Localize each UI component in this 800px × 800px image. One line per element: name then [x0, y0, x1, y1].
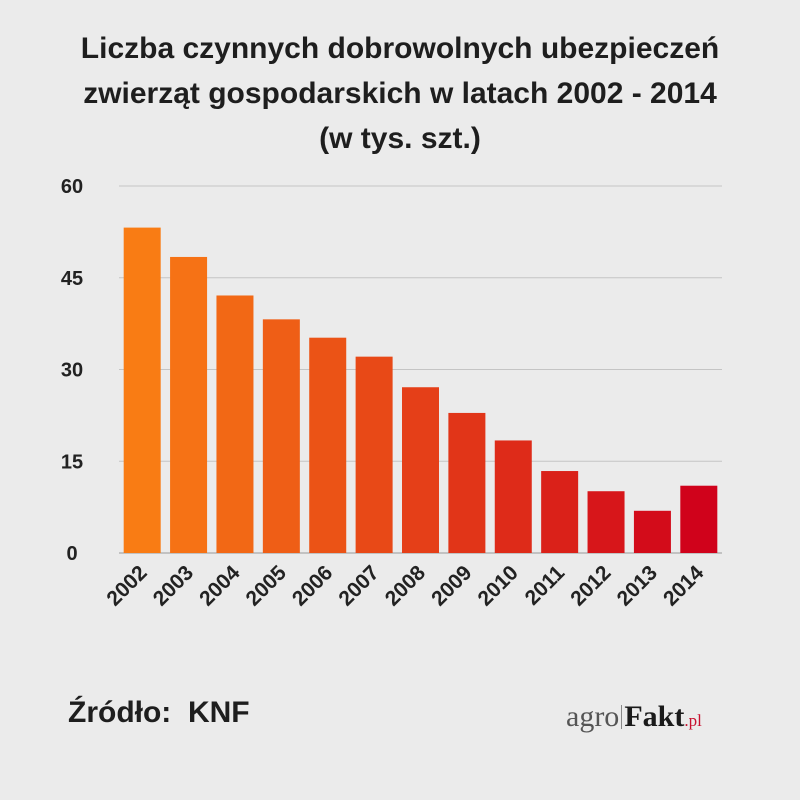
logo-text-agro: agro: [566, 700, 620, 733]
bar-2014: [680, 485, 718, 553]
bar-2010: [494, 440, 532, 553]
y-tick-label-0: 0: [66, 543, 77, 565]
x-tick-label-2003: 2003: [149, 561, 198, 610]
x-tick-label-2005: 2005: [242, 561, 292, 611]
chart-title-line-2: zwierząt gospodarskich w latach 2002 - 2…: [83, 77, 717, 110]
bar-2007: [355, 356, 393, 553]
x-tick-label-2007: 2007: [334, 561, 383, 610]
bar-2008: [402, 387, 439, 553]
x-tick-label-2012: 2012: [566, 561, 615, 610]
source-label: Źródło: KNF: [68, 696, 250, 729]
x-tick-label-2013: 2013: [613, 561, 662, 610]
bar-2012: [587, 491, 625, 553]
x-tick-label-2002: 2002: [102, 561, 151, 610]
bar-2005: [262, 319, 300, 553]
logo-divider: [621, 705, 623, 729]
logo-text-pl: .pl: [684, 711, 702, 730]
y-tick-label-30: 30: [61, 360, 83, 382]
y-tick-label-60: 60: [61, 176, 83, 198]
y-tick-label-45: 45: [61, 268, 83, 290]
y-tick-label-15: 15: [61, 451, 83, 473]
bar-2002: [123, 227, 161, 554]
x-tick-label-2008: 2008: [381, 561, 431, 611]
x-tick-label-2010: 2010: [474, 561, 523, 610]
agrofakt-logo: agro Fakt.pl: [566, 700, 702, 740]
x-tick-label-2014: 2014: [659, 561, 709, 611]
bar-2009: [448, 412, 486, 553]
x-tick-label-2011: 2011: [521, 561, 570, 610]
bar-2004: [216, 295, 254, 553]
bar-2011: [541, 471, 579, 553]
bar-2003: [170, 256, 208, 553]
chart-title-line-3: (w tys. szt.): [319, 122, 481, 155]
x-tick-label-2009: 2009: [427, 561, 476, 610]
chart-title: Liczba czynnych dobrowolnych ubezpieczeń…: [0, 26, 800, 161]
chart-title-line-1: Liczba czynnych dobrowolnych ubezpieczeń: [80, 32, 720, 65]
x-tick-label-2006: 2006: [288, 561, 337, 610]
logo-text-fakt: Fakt: [624, 700, 685, 733]
x-tick-label-2004: 2004: [195, 561, 245, 611]
bar-2013: [633, 510, 671, 553]
bar-2006: [309, 337, 347, 553]
